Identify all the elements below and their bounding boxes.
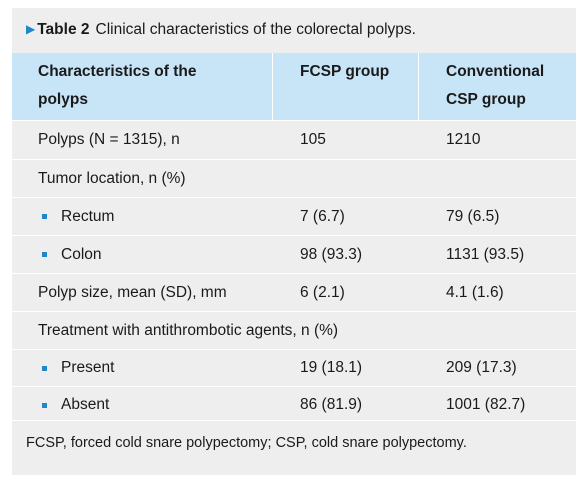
table-row: Polyp size, mean (SD), mm 6 (2.1) 4.1 (1.6… [12,274,576,311]
row-divider [12,386,576,387]
header-conventional-csp-group: Conventional CSP group [446,63,545,108]
row-divider [12,120,576,121]
row-fcsp-value: 105 [300,131,326,148]
table-label: Table 2 [37,21,90,38]
row-csp-value: 1131 (93.5) [446,245,525,263]
table-footnote: FCSP, forced cold snare polypectomy; CSP… [26,435,467,451]
row-csp-value: 4.1 (1.6) [446,283,504,301]
header-fcsp-group: FCSP group [300,63,390,80]
table-row: Tumor location, n (%) [12,160,576,197]
bullet-icon [42,252,47,257]
row-divider [12,159,576,160]
table-header [12,53,576,120]
table-row: Present 19 (18.1) 209 (17.3) [12,350,576,386]
row-label: Polyp size, mean (SD), mm [38,283,227,301]
table-row: Polyps (N = 1315), n 105 1210 [12,121,576,159]
row-csp-value: 1210 [446,131,481,148]
footnote-divider [12,420,576,421]
row-label: Tumor location, n (%) [38,169,186,187]
header-characteristics: Characteristics of the polyps [38,63,197,108]
row-label: Treatment with antithrombotic agents, n … [38,321,339,339]
row-label: Colon [38,236,102,273]
row-csp-value: 209 (17.3) [446,359,517,376]
table-title: Clinical characteristics of the colorect… [95,21,416,38]
row-fcsp-value: 98 (93.3) [300,245,363,263]
table-row: Treatment with antithrombotic agents, n … [12,312,576,349]
caption-arrow-icon: ▶ [26,22,36,36]
row-csp-value: 79 (6.5) [446,207,500,225]
row-fcsp-value: 7 (6.7) [300,207,345,225]
table-caption: ▶ Table 2 Clinical characteristics of the … [26,12,416,46]
row-divider [12,311,576,312]
table-row: Rectum 7 (6.7) 79 (6.5) [12,198,576,235]
row-fcsp-value: 86 (81.9) [300,396,363,413]
row-label: Absent [38,387,109,423]
bullet-icon [42,214,47,219]
table-row: Colon 98 (93.3) 1131 (93.5) [12,236,576,273]
row-divider [12,349,576,350]
header-separator [272,53,273,120]
row-fcsp-value: 6 (2.1) [300,283,345,301]
row-label: Polyps (N = 1315), n [38,131,180,148]
row-divider [12,235,576,236]
row-csp-value: 1001 (82.7) [446,396,526,413]
row-label: Rectum [38,198,114,235]
header-separator [418,53,419,120]
bullet-icon [42,402,47,408]
row-label: Present [38,350,114,386]
row-fcsp-value: 19 (18.1) [300,359,363,376]
row-divider [12,197,576,198]
row-divider [12,273,576,274]
table-row: Absent 86 (81.9) 1001 (82.7) [12,387,576,423]
bullet-icon [42,365,47,371]
